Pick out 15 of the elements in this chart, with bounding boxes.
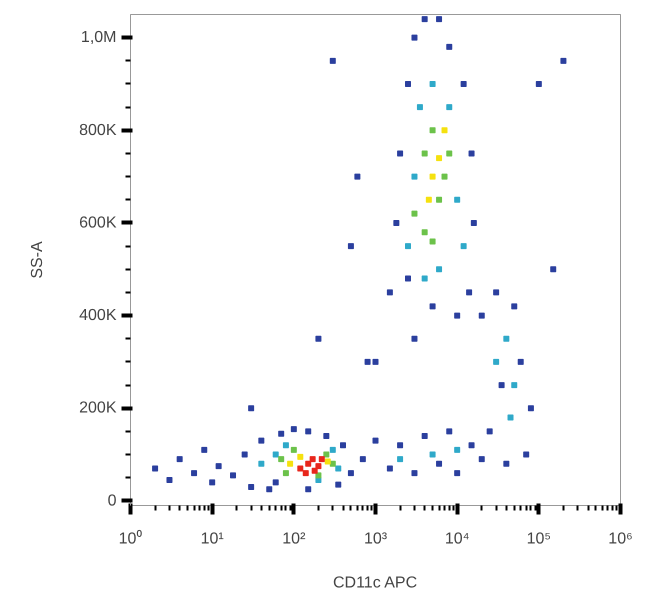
x-tick-label: 10³ [364,530,388,548]
y-tick-label: 0 [108,492,117,510]
x-tick-label: 10⁶ [608,530,633,548]
x-axis-title: CD11c APC [332,574,418,592]
x-tick-label: 10⁵ [526,530,552,548]
x-tick-label: 10² [282,530,306,548]
x-tick-label: 10¹ [200,530,224,548]
y-tick-label: 1,0M [80,29,117,46]
y-tick-label: 200K [79,400,117,417]
y-axis-title: SS-A [29,241,46,279]
y-tick-label: 800K [79,122,117,139]
x-tick-label: 10⁰ [118,530,142,548]
x-tick-label: 10⁴ [444,530,470,548]
y-tick-label: 400K [79,307,117,324]
y-tick-label: 600K [79,214,117,232]
